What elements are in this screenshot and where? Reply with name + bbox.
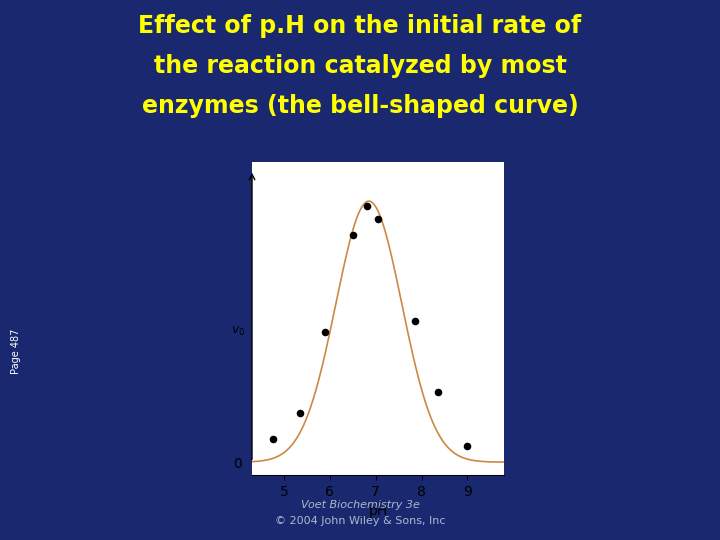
Point: [409, 317, 420, 326]
Point: [432, 387, 444, 396]
Text: Effect of p.H on the initial rate of: Effect of p.H on the initial rate of: [138, 14, 582, 37]
Text: the reaction catalyzed by most: the reaction catalyzed by most: [153, 54, 567, 78]
Point: [372, 215, 384, 224]
Text: © 2004 John Wiley & Sons, Inc: © 2004 John Wiley & Sons, Inc: [275, 516, 445, 526]
Point: [294, 408, 306, 417]
Point: [361, 202, 372, 211]
Point: [462, 442, 473, 451]
Text: Voet Biochemistry 3e: Voet Biochemistry 3e: [300, 500, 420, 510]
Point: [347, 231, 359, 239]
Text: Page 487: Page 487: [11, 328, 21, 374]
Point: [267, 434, 279, 443]
Text: $v_0$: $v_0$: [230, 325, 245, 338]
Point: [320, 327, 331, 336]
X-axis label: pH: pH: [369, 504, 387, 518]
Text: enzymes (the bell-shaped curve): enzymes (the bell-shaped curve): [142, 94, 578, 118]
